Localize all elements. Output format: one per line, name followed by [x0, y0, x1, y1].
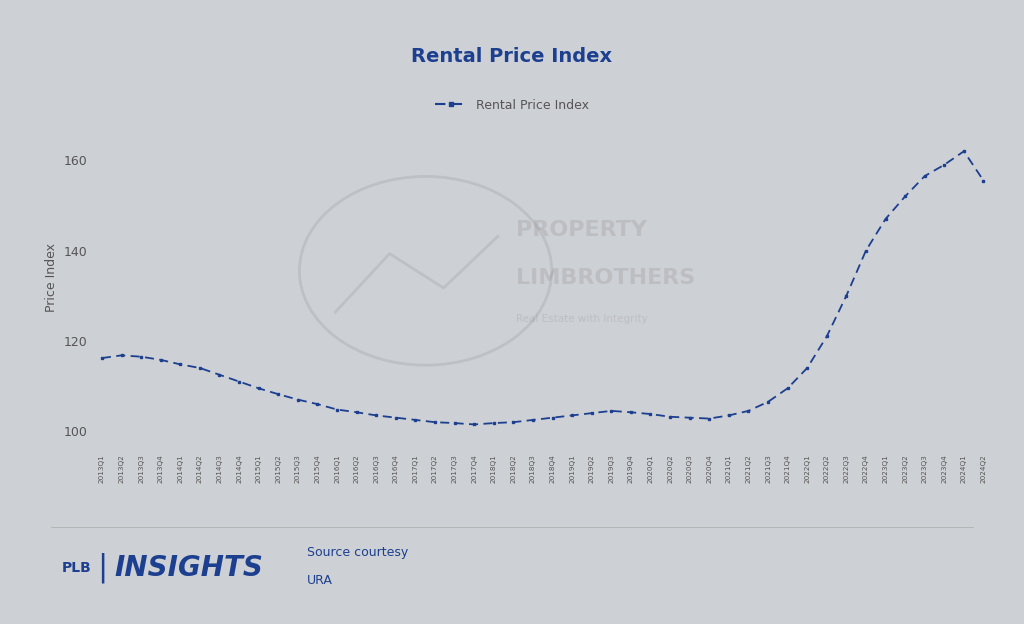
Text: Real Estate with Integrity: Real Estate with Integrity — [516, 314, 647, 324]
Rental Price Index — [841, 292, 853, 300]
Rental Price Index — [899, 193, 911, 200]
Text: INSIGHTS: INSIGHTS — [115, 554, 263, 582]
Text: Rental Price Index: Rental Price Index — [412, 47, 612, 66]
Rental Price Index — [860, 247, 872, 255]
Rental Price Index — [213, 371, 225, 379]
Rental Price Index — [605, 407, 617, 414]
Rental Price Index — [723, 412, 735, 419]
Rental Price Index — [155, 356, 167, 364]
Rental Price Index — [801, 364, 813, 372]
Rental Price Index — [586, 409, 598, 417]
Rental Price Index — [526, 416, 539, 424]
Rental Price Index — [938, 161, 950, 168]
Rental Price Index — [350, 409, 362, 416]
Rental Price Index — [135, 353, 147, 361]
Rental Price Index — [487, 419, 500, 427]
Rental Price Index — [977, 177, 989, 184]
Rental Price Index — [547, 414, 559, 421]
Rental Price Index — [370, 412, 382, 419]
Rental Price Index — [390, 414, 402, 421]
Rental Price Index — [449, 419, 461, 427]
Rental Price Index — [703, 415, 716, 422]
Y-axis label: Price Index: Price Index — [45, 243, 58, 312]
Rental Price Index — [880, 215, 892, 223]
Rental Price Index — [429, 419, 441, 426]
Rental Price Index — [232, 378, 245, 385]
Rental Price Index — [781, 384, 794, 392]
Line: Rental Price Index: Rental Price Index — [100, 150, 985, 426]
Rental Price Index — [957, 147, 970, 155]
Rental Price Index — [683, 414, 695, 421]
Rental Price Index — [410, 416, 422, 424]
Rental Price Index — [194, 364, 206, 372]
Rental Price Index — [272, 391, 285, 398]
Rental Price Index — [820, 333, 833, 340]
Rental Price Index — [664, 413, 676, 421]
Text: PROPERTY: PROPERTY — [516, 220, 647, 240]
Rental Price Index — [116, 351, 128, 359]
Rental Price Index — [644, 411, 656, 418]
Rental Price Index — [507, 419, 519, 426]
Rental Price Index — [566, 412, 579, 419]
Text: Source courtesy: Source courtesy — [307, 546, 409, 558]
Rental Price Index — [292, 396, 304, 403]
Rental Price Index — [919, 172, 931, 180]
Rental Price Index — [331, 406, 343, 413]
Rental Price Index — [742, 407, 755, 414]
Rental Price Index — [174, 361, 186, 368]
Text: PLB: PLB — [61, 561, 91, 575]
Legend: Rental Price Index: Rental Price Index — [430, 94, 594, 117]
Rental Price Index — [253, 384, 265, 392]
Text: LIMBROTHERS: LIMBROTHERS — [516, 268, 695, 288]
Text: |: | — [97, 553, 108, 583]
Rental Price Index — [625, 409, 637, 416]
Rental Price Index — [468, 421, 480, 428]
Rental Price Index — [762, 398, 774, 406]
Rental Price Index — [311, 401, 324, 408]
Rental Price Index — [96, 354, 109, 362]
Text: URA: URA — [307, 574, 333, 587]
